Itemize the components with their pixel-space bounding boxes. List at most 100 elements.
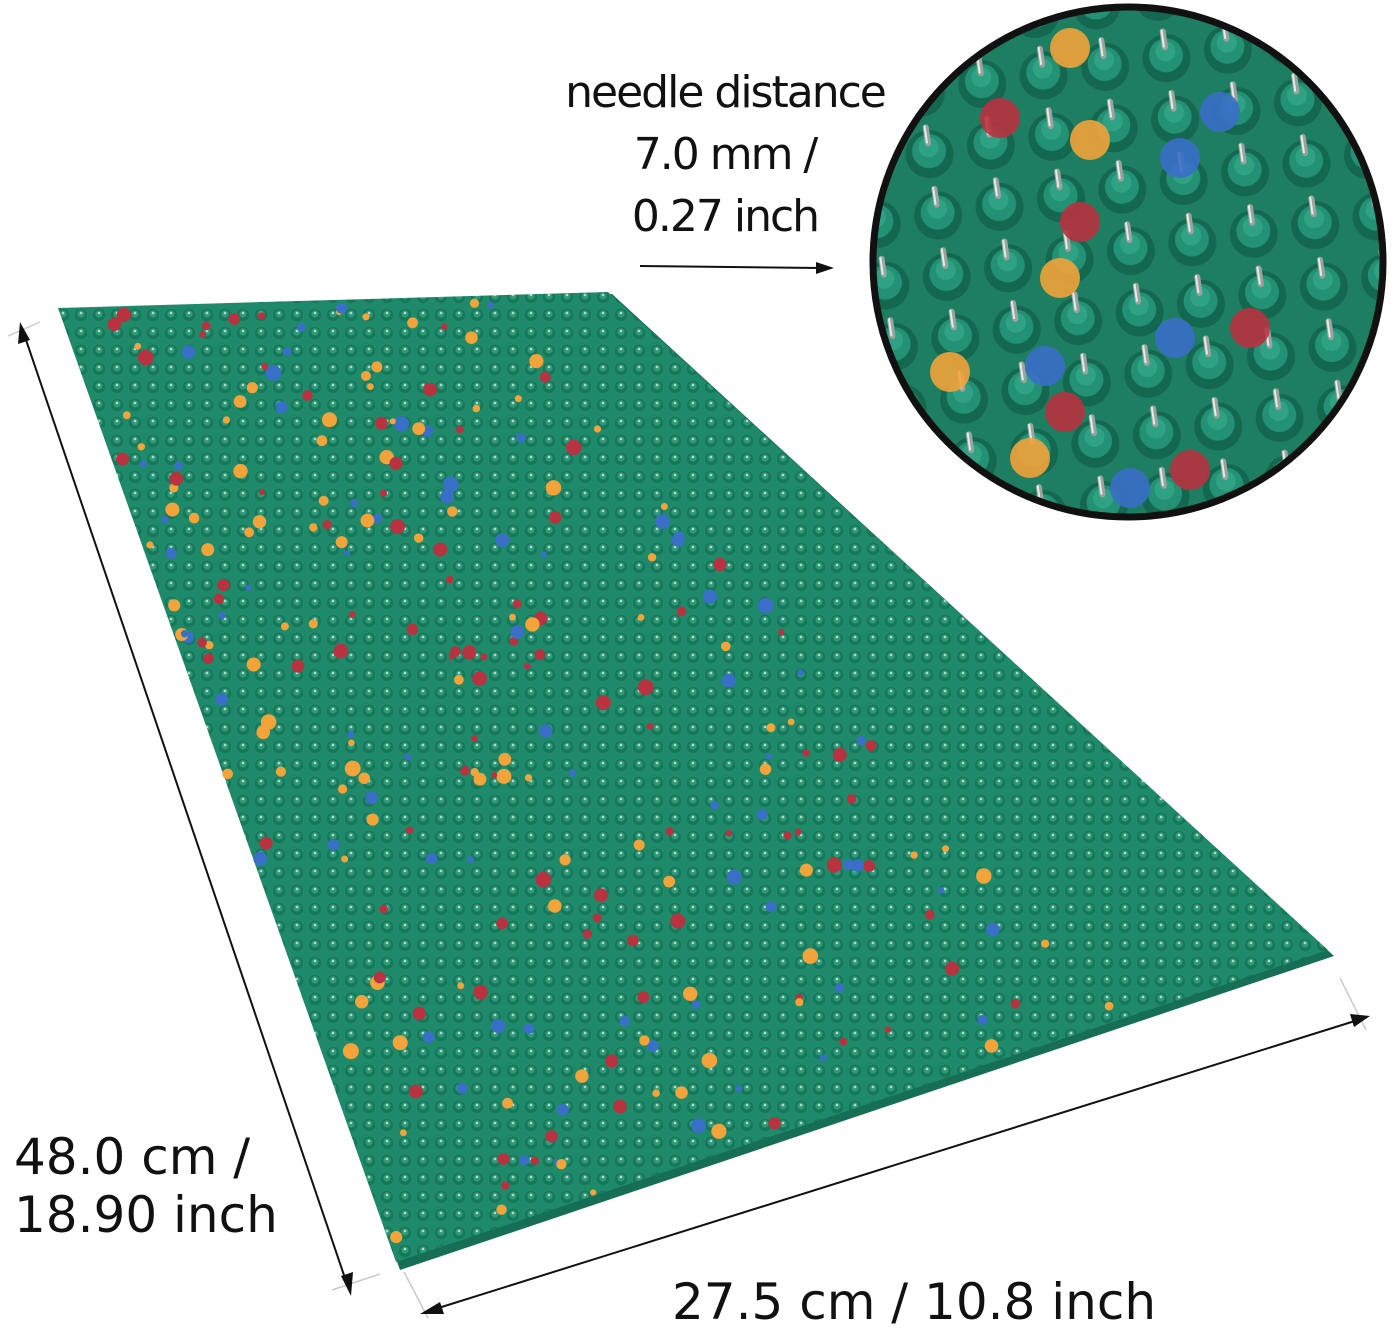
zoom-colored-spike bbox=[1040, 258, 1080, 298]
colored-spike bbox=[275, 766, 286, 777]
zoom-colored-spike bbox=[1070, 120, 1110, 160]
colored-spike bbox=[107, 317, 122, 331]
colored-spike bbox=[392, 1035, 408, 1051]
zoom-colored-spike bbox=[980, 98, 1020, 138]
colored-spike bbox=[233, 463, 248, 479]
width-dimension-arrow bbox=[403, 977, 1370, 1319]
colored-spike bbox=[529, 354, 544, 369]
colored-spike bbox=[756, 809, 768, 821]
colored-spike bbox=[134, 342, 142, 350]
colored-spike bbox=[233, 395, 247, 408]
colored-spike bbox=[865, 740, 877, 751]
colored-spike bbox=[639, 1035, 650, 1046]
colored-spike bbox=[358, 772, 371, 785]
colored-spike bbox=[523, 1023, 535, 1034]
colored-spike bbox=[322, 520, 332, 530]
colored-spike bbox=[450, 646, 461, 657]
colored-spike bbox=[495, 533, 510, 548]
colored-spike bbox=[348, 611, 356, 618]
colored-spike bbox=[832, 747, 847, 762]
colored-spike bbox=[757, 597, 774, 614]
colored-spike bbox=[316, 435, 328, 447]
zoom-colored-spike bbox=[1170, 450, 1210, 490]
colored-spike bbox=[341, 855, 349, 863]
colored-spike bbox=[440, 489, 454, 504]
colored-spike bbox=[910, 851, 918, 859]
colored-spike bbox=[826, 857, 842, 873]
colored-spike bbox=[582, 929, 592, 939]
colored-spike bbox=[407, 317, 418, 329]
colored-spike bbox=[863, 860, 875, 872]
colored-spike bbox=[556, 1159, 567, 1170]
zoom-colored-spike bbox=[1010, 438, 1050, 478]
zoom-colored-spike bbox=[1160, 138, 1200, 178]
colored-spike bbox=[516, 433, 526, 443]
zoom-colored-spike bbox=[1200, 92, 1240, 132]
colored-spike bbox=[713, 557, 727, 572]
colored-spike bbox=[181, 630, 189, 638]
colored-spike bbox=[408, 1084, 423, 1099]
colored-spike bbox=[296, 322, 307, 332]
colored-spike bbox=[222, 768, 233, 780]
colored-spike bbox=[423, 382, 437, 397]
colored-spike bbox=[367, 383, 374, 390]
colored-spike bbox=[257, 312, 266, 320]
colored-spike bbox=[280, 622, 289, 631]
colored-spike bbox=[569, 769, 577, 777]
colored-spike bbox=[1041, 939, 1050, 948]
colored-spike bbox=[275, 401, 288, 414]
colored-spike bbox=[333, 643, 349, 659]
colored-spike bbox=[665, 827, 674, 836]
colored-spike bbox=[535, 871, 552, 888]
colored-spike bbox=[404, 753, 412, 761]
colored-spike bbox=[768, 1117, 781, 1130]
colored-spike bbox=[342, 1043, 359, 1060]
colored-spike bbox=[509, 613, 516, 621]
colored-spike bbox=[400, 1129, 407, 1137]
colored-spike bbox=[675, 1086, 688, 1099]
colored-spike bbox=[213, 593, 225, 605]
colored-spike bbox=[256, 725, 271, 740]
colored-spike bbox=[676, 606, 687, 617]
colored-spike bbox=[161, 516, 169, 524]
colored-spike bbox=[692, 1000, 701, 1009]
colored-spike bbox=[633, 839, 645, 851]
colored-spike bbox=[442, 476, 459, 493]
colored-spike bbox=[647, 553, 657, 562]
colored-spike bbox=[725, 830, 733, 837]
colored-spike bbox=[344, 550, 351, 557]
length-inch: 18.90 inch bbox=[14, 1186, 278, 1244]
colored-spike bbox=[217, 578, 230, 592]
colored-spike bbox=[735, 1085, 743, 1093]
colored-spikes bbox=[107, 298, 1114, 1244]
colored-spike bbox=[259, 836, 273, 850]
colored-spike bbox=[884, 1026, 891, 1033]
colored-spike bbox=[619, 1015, 631, 1027]
colored-spike bbox=[480, 653, 488, 661]
colored-spike bbox=[188, 512, 200, 524]
colored-spike bbox=[116, 452, 130, 466]
needle-zoom-circle bbox=[869, 3, 1387, 521]
colored-spike bbox=[590, 1189, 597, 1196]
colored-spike bbox=[592, 913, 602, 923]
colored-spike bbox=[253, 851, 268, 866]
colored-spike bbox=[545, 480, 562, 496]
colored-spike bbox=[655, 514, 670, 529]
colored-spike bbox=[302, 390, 313, 401]
colored-spike bbox=[139, 460, 147, 468]
colored-spike bbox=[405, 826, 414, 834]
colored-spike bbox=[799, 863, 813, 877]
colored-spike bbox=[1010, 998, 1021, 1009]
colored-spike bbox=[390, 1231, 403, 1244]
colored-spike bbox=[350, 498, 359, 507]
colored-spike bbox=[360, 370, 371, 381]
colored-spike bbox=[245, 584, 252, 591]
colored-spike bbox=[168, 599, 181, 612]
colored-spike bbox=[683, 986, 698, 1001]
zoom-circle-border bbox=[869, 3, 1387, 521]
colored-spike bbox=[222, 416, 230, 424]
colored-spike bbox=[338, 784, 348, 794]
colored-spike bbox=[637, 614, 645, 621]
colored-spike bbox=[456, 425, 464, 434]
colored-spike bbox=[309, 523, 318, 532]
